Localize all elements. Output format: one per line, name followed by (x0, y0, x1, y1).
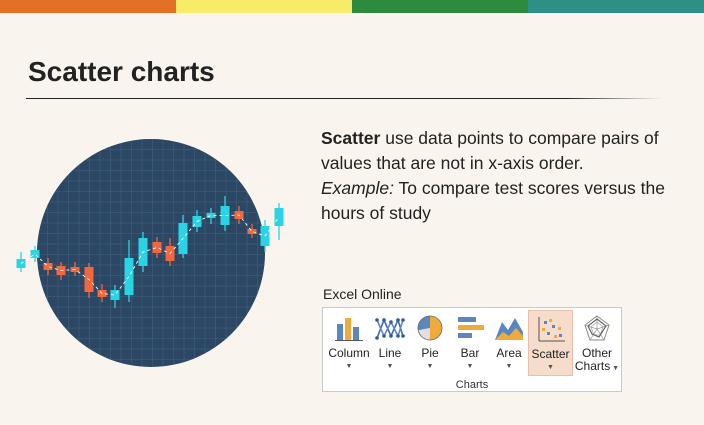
column-chart-icon (335, 318, 363, 341)
top-bar-teal (528, 0, 704, 13)
top-bar-green (352, 0, 528, 13)
top-color-bar (0, 0, 704, 13)
candle-body (220, 206, 230, 225)
charts-ribbon: Column ▼ Line ▼ Pie ▼ (322, 307, 622, 392)
candle-body (124, 258, 134, 295)
description: Scatter use data points to compare pairs… (321, 126, 681, 226)
illustration-circle (37, 139, 265, 367)
candle-body (30, 250, 40, 258)
column-chart-label: Column (328, 346, 370, 360)
area-chart-button[interactable]: Area ▼ (491, 310, 527, 376)
pie-chart-label: Pie (421, 346, 439, 360)
description-text-2: To compare test scores versus the hours … (321, 178, 665, 223)
candle-body (43, 263, 53, 270)
line-chart-label: Line (378, 346, 402, 360)
other-charts-label-line2: Charts (574, 359, 611, 373)
chevron-down-icon: ▼ (547, 364, 554, 371)
example-label: Example: (321, 178, 394, 198)
candle-body (274, 208, 284, 226)
top-bar-orange (0, 0, 176, 13)
excel-online-label: Excel Online (323, 286, 402, 302)
description-term: Scatter (321, 128, 381, 148)
column-chart-button[interactable]: Column ▼ (327, 310, 371, 376)
chevron-down-icon: ▼ (426, 363, 434, 370)
candle-body (110, 290, 120, 300)
scatter-chart-icon (538, 317, 565, 342)
chevron-down-icon: ▼ (345, 363, 353, 370)
chevron-down-icon: ▼ (386, 363, 394, 370)
candle-body (247, 229, 257, 234)
other-charts-label: Other Charts ▼ (574, 347, 620, 375)
bar-chart-icon (458, 317, 484, 338)
line-chart-icon (375, 317, 405, 340)
pie-chart-icon (417, 315, 443, 341)
illustration-candles (16, 196, 284, 308)
candlestick-chart-illustration (16, 139, 284, 367)
chevron-down-icon: ▼ (466, 363, 474, 370)
line-chart-button[interactable]: Line ▼ (371, 310, 409, 376)
scatter-chart-label: Scatter (531, 347, 570, 361)
bar-chart-button[interactable]: Bar ▼ (451, 310, 489, 376)
candle-body (206, 213, 216, 218)
radar-chart-icon (584, 315, 610, 341)
scatter-chart-button[interactable]: Scatter ▼ (528, 310, 573, 376)
chevron-down-icon: ▼ (610, 365, 620, 372)
area-chart-label: Area (496, 346, 522, 360)
pie-chart-button[interactable]: Pie ▼ (411, 310, 449, 376)
other-charts-button[interactable]: Other Charts ▼ (574, 310, 620, 376)
candle-body (152, 242, 162, 253)
title-divider (26, 98, 662, 99)
bar-chart-label: Bar (460, 346, 480, 360)
page-title: Scatter charts (28, 56, 215, 87)
area-chart-icon (495, 318, 523, 340)
other-charts-label-line1: Other (581, 346, 612, 360)
charts-group-label: Charts (455, 379, 489, 391)
chevron-down-icon: ▼ (505, 363, 513, 370)
top-bar-yellow (176, 0, 352, 13)
description-text-1: use data points to compare pairs of valu… (321, 128, 659, 173)
trend-line (20, 214, 280, 296)
